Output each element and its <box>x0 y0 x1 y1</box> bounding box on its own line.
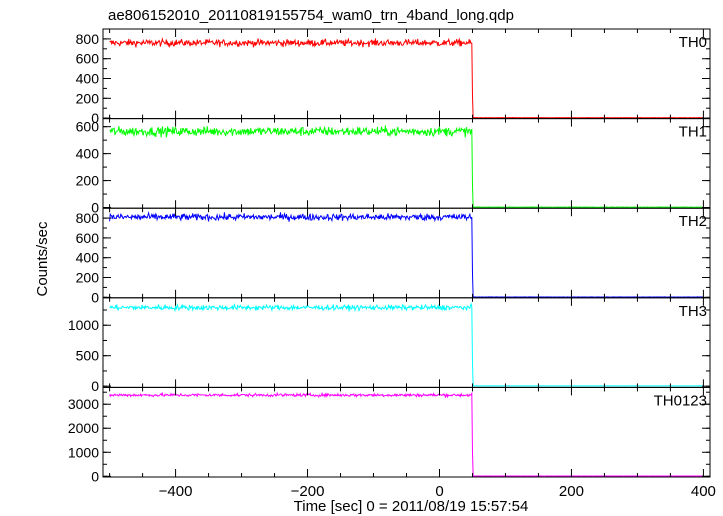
y-tick-label: 0 <box>91 200 99 216</box>
y-tick-label: 400 <box>76 71 100 87</box>
panel-th2: 0 200 400 600 800 TH2 <box>76 207 711 305</box>
y-tick-label: 0 <box>91 289 99 305</box>
series-line-th2 <box>109 210 704 298</box>
y-tick-label: 600 <box>76 51 100 67</box>
y-tick-label: 400 <box>76 250 100 266</box>
series-label-th2: TH2 <box>679 213 707 230</box>
x-tick-label: 0 <box>435 483 443 500</box>
y-tick-label: 800 <box>76 210 100 226</box>
series-label-th0: TH0 <box>679 34 707 51</box>
series-label-th0123: TH0123 <box>654 392 707 409</box>
y-tick-label: 600 <box>76 119 100 135</box>
chart-title: ae806152010_20110819155754_wam0_trn_4ban… <box>108 7 514 24</box>
x-axis-label: Time [sec] 0 = 2011/08/19 15:57:54 <box>294 498 529 515</box>
series-line-th3 <box>109 302 704 387</box>
x-tick-label: 200 <box>559 483 584 500</box>
series-line-th1 <box>109 125 704 208</box>
series-label-th3: TH3 <box>679 303 707 320</box>
y-axis-label: Counts/sec <box>34 221 51 297</box>
x-axis: −400 −200 0 200 400 <box>159 483 716 500</box>
y-tick-label: 1000 <box>68 317 99 333</box>
y-tick-label: 200 <box>76 90 100 106</box>
y-tick-label: 200 <box>76 173 100 189</box>
panel-th3: 0 500 1000 TH3 <box>68 297 711 394</box>
y-tick-label: 2000 <box>68 420 99 436</box>
panel-th1: 0 200 400 600 TH1 <box>76 118 711 216</box>
panel-th0: 0 200 400 600 800 TH0 <box>76 28 711 126</box>
y-tick-label: 200 <box>76 270 100 286</box>
x-tick-label: 400 <box>691 483 716 500</box>
y-tick-label: 0 <box>91 468 99 484</box>
y-tick-label: 1000 <box>68 444 99 460</box>
panels-group: 0 200 400 600 800 TH0 0 200 400 600 TH1 0 200 400 600 8… <box>68 28 711 484</box>
x-tick-label: −200 <box>291 483 325 500</box>
panel-frame <box>102 386 711 478</box>
y-tick-label: 500 <box>76 348 100 364</box>
y-tick-label: 600 <box>76 230 100 246</box>
y-tick-label: 0 <box>91 378 99 394</box>
y-tick-label: 3000 <box>68 396 99 412</box>
panel-frame <box>102 207 711 299</box>
y-tick-label: 800 <box>76 31 100 47</box>
y-tick-label: 0 <box>91 110 99 126</box>
panel-th0123: 0 1000 2000 3000 TH0123 <box>68 386 711 484</box>
series-label-th1: TH1 <box>679 124 707 141</box>
x-tick-label: −400 <box>159 483 193 500</box>
series-line-th0 <box>109 36 704 119</box>
series-line-th0123 <box>109 391 704 477</box>
y-tick-label: 400 <box>76 146 100 162</box>
panel-frame <box>102 297 711 388</box>
